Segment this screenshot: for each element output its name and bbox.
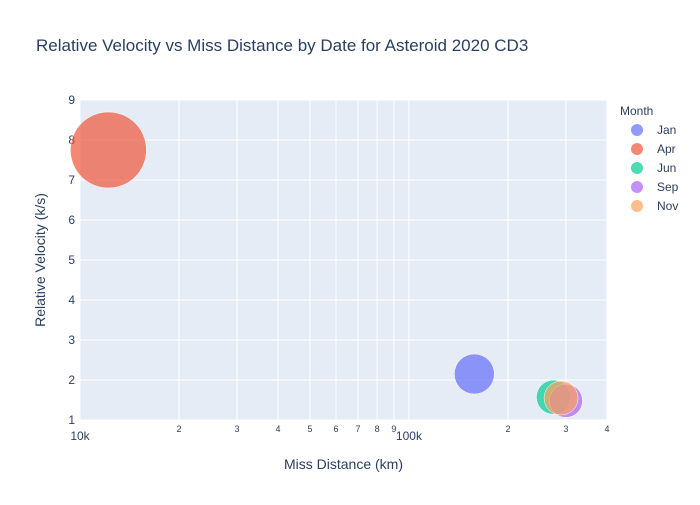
x-minor-tick-label: 4 <box>276 424 281 434</box>
legend-marker <box>631 181 643 193</box>
legend-title: Month <box>620 104 653 118</box>
x-minor-tick-label: 4 <box>604 424 609 434</box>
bubble-nov[interactable] <box>543 380 579 416</box>
y-tick-label: 6 <box>68 213 75 227</box>
bubble-jan[interactable] <box>454 353 495 395</box>
legend-label: Apr <box>657 142 676 156</box>
x-minor-tick-label: 6 <box>333 424 338 434</box>
y-tick-label: 2 <box>68 373 75 387</box>
x-minor-tick-label: 8 <box>375 424 380 434</box>
x-tick-label: 100k <box>396 429 423 443</box>
bubble-apr[interactable] <box>70 111 147 189</box>
y-tick-label: 7 <box>68 173 75 187</box>
x-minor-tick-label: 7 <box>355 424 360 434</box>
legend-marker <box>631 200 643 212</box>
legend-item-jun[interactable]: Jun <box>631 161 676 175</box>
grid-lines <box>79 99 608 421</box>
y-tick-label: 1 <box>68 413 75 427</box>
legend-item-jan[interactable]: Jan <box>631 123 676 137</box>
legend-item-nov[interactable]: Nov <box>631 199 678 213</box>
x-minor-tick-label: 9 <box>391 424 396 434</box>
y-axis-label: Relative Velocity (k/s) <box>32 193 48 327</box>
data-points[interactable] <box>70 111 583 418</box>
legend-label: Jan <box>657 123 676 137</box>
chart-title: Relative Velocity vs Miss Distance by Da… <box>36 36 528 55</box>
legend-marker <box>631 143 643 155</box>
y-tick-label: 5 <box>68 253 75 267</box>
y-tick-label: 3 <box>68 333 75 347</box>
x-axis-label: Miss Distance (km) <box>284 456 403 472</box>
y-tick-label: 9 <box>68 93 75 107</box>
x-minor-tick-label: 3 <box>563 424 568 434</box>
x-minor-tick-label: 3 <box>234 424 239 434</box>
x-minor-tick-label: 2 <box>505 424 510 434</box>
legend-marker <box>631 162 643 174</box>
x-tick-label: 10k <box>70 429 90 443</box>
x-minor-tick-label: 5 <box>307 424 312 434</box>
legend-label: Sep <box>657 180 679 194</box>
x-axis-ticks: 10k 100k 2 3 4 5 6 7 8 9 2 3 4 <box>70 424 609 443</box>
y-tick-label: 4 <box>68 293 75 307</box>
legend-marker <box>631 124 643 136</box>
legend-label: Nov <box>657 199 678 213</box>
legend-item-apr[interactable]: Apr <box>631 142 676 156</box>
legend[interactable]: Month Jan Apr Jun Sep Nov <box>620 104 679 213</box>
x-minor-tick-label: 2 <box>177 424 182 434</box>
legend-label: Jun <box>657 161 676 175</box>
legend-item-sep[interactable]: Sep <box>631 180 679 194</box>
